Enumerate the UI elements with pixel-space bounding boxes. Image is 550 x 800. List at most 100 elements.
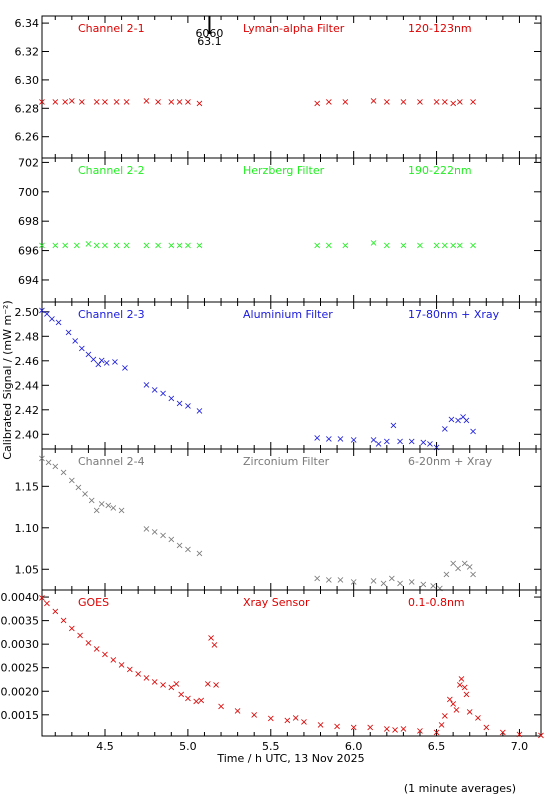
data-point: ×	[313, 574, 321, 585]
data-point: ×	[459, 412, 467, 423]
data-point: ×	[97, 356, 105, 367]
y-tick-label: 2.40	[15, 428, 40, 441]
data-point: ×	[38, 97, 46, 108]
data-point: ×	[325, 434, 333, 445]
data-point: ×	[461, 683, 469, 694]
data-point: ×	[267, 714, 275, 725]
y-tick-label: 0.0035	[1, 615, 40, 628]
data-point: ×	[369, 576, 377, 587]
panel-2: 694 696 698 700 702 Channel 2-2 Herzberg Filte…	[18, 156, 542, 303]
y-tick-label: 6.34	[15, 17, 40, 30]
data-point: ×	[389, 421, 397, 432]
data-point: ×	[112, 241, 120, 252]
data-point: ×	[142, 524, 150, 535]
data-point: ×	[388, 574, 396, 585]
data-point: ×	[175, 398, 183, 409]
data-point: ×	[469, 427, 477, 438]
data-point: ×	[432, 443, 440, 454]
panel-label: Channel 2-1	[78, 22, 145, 35]
data-point: ×	[374, 439, 382, 450]
data-point: ×	[441, 241, 449, 252]
x-tick-label: 7.0	[511, 740, 529, 753]
marker-label-bottom: 63.1	[197, 35, 222, 48]
data-point: ×	[195, 99, 203, 110]
data-point: ×	[399, 241, 407, 252]
footnote: (1 minute averages)	[404, 782, 516, 795]
data-point: ×	[51, 607, 59, 618]
data-point: ×	[204, 679, 212, 690]
panel-4: 1.05 1.10 1.15 Channel 2-4 Zirconium Filter 6…	[15, 448, 542, 595]
data-point: ×	[441, 97, 449, 108]
data-point: ×	[38, 453, 46, 464]
data-point: ×	[454, 416, 462, 427]
data-point: ×	[101, 650, 109, 661]
data-point: ×	[456, 97, 464, 108]
data-point: ×	[466, 707, 474, 718]
y-tick-label: 0.0040	[1, 591, 40, 604]
panel-3: 2.40 2.42 2.44 2.46 2.48 2.50 Channel 2-3 Alumi…	[15, 301, 542, 454]
panel-label: Xray Sensor	[243, 596, 310, 609]
y-tick-label: 700	[18, 186, 39, 199]
data-point: ×	[93, 644, 101, 655]
data-point: ×	[142, 673, 150, 684]
data-point: ×	[101, 241, 109, 252]
data-point: ×	[449, 241, 457, 252]
data-point: ×	[78, 343, 86, 354]
data-point: ×	[54, 318, 62, 329]
data-point: ×	[51, 97, 59, 108]
data-point: ×	[184, 401, 192, 412]
y-tick-label: 0.0025	[1, 662, 40, 675]
data-point: ×	[217, 701, 225, 712]
data-point: ×	[167, 97, 175, 108]
y-tick-label: 694	[18, 274, 39, 287]
y-tick-label: 2.48	[15, 330, 40, 343]
data-point: ×	[441, 424, 449, 435]
data-point: ×	[74, 482, 82, 493]
data-point: ×	[456, 680, 464, 691]
data-point: ×	[104, 501, 112, 512]
data-point: ×	[88, 496, 96, 507]
data-point: ×	[437, 720, 445, 731]
data-point: ×	[122, 97, 130, 108]
data-point: ×	[38, 305, 46, 316]
data-point: ×	[167, 535, 175, 546]
data-point: ×	[159, 530, 167, 541]
y-tick-label: 0.0015	[1, 709, 40, 722]
data-point: ×	[341, 97, 349, 108]
data-point: ×	[195, 406, 203, 417]
data-point: ×	[175, 97, 183, 108]
data-point: ×	[313, 99, 321, 110]
data-point: ×	[454, 564, 462, 575]
x-tick-labels: 4.5 5.0 5.5 6.0 6.5 7.0	[96, 740, 528, 753]
data-point: ×	[177, 690, 185, 701]
x-tick-label: 6.0	[345, 740, 363, 753]
data-point: ×	[43, 599, 51, 610]
data-point: ×	[197, 695, 205, 706]
data-point: ×	[48, 314, 56, 325]
data-point: ×	[416, 97, 424, 108]
data-point: ×	[151, 385, 159, 396]
data-point: ×	[151, 527, 159, 538]
data-point: ×	[71, 336, 79, 347]
data-point: ×	[94, 359, 102, 370]
data-point: ×	[59, 467, 67, 478]
data-point: ×	[117, 660, 125, 671]
data-point: ×	[233, 706, 241, 717]
y-tick-label: 6.26	[15, 131, 40, 144]
y-tick-label: 2.46	[15, 355, 40, 368]
marker-label-top: 6060	[195, 27, 223, 40]
data-point: ×	[61, 241, 69, 252]
data-point: ×	[159, 389, 167, 400]
data-point: ×	[457, 674, 465, 685]
panel-label: 190-222nm	[408, 164, 472, 177]
data-point: ×	[68, 624, 76, 635]
data-point: ×	[195, 241, 203, 252]
data-point: ×	[250, 710, 258, 721]
data-point: ×	[109, 655, 117, 666]
panel-label: 0.1-0.8nm	[408, 596, 465, 609]
data-point: ×	[44, 457, 52, 468]
y-tick-label: 6.28	[15, 102, 40, 115]
data-point: ×	[469, 97, 477, 108]
data-point: ×	[93, 97, 101, 108]
